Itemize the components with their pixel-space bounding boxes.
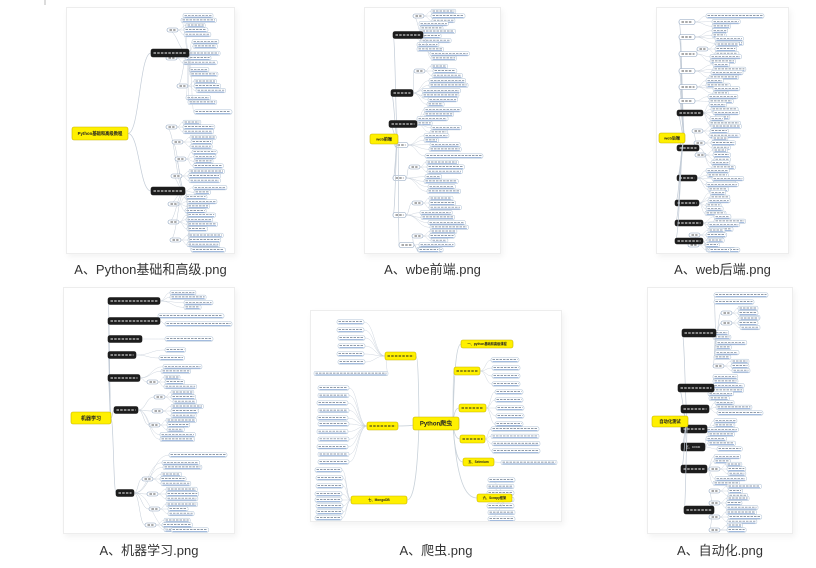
svg-text:七、MongoDB: 七、MongoDB — [368, 497, 390, 502]
mindmap-python-basics-image: Python基础和高级教程 — [66, 7, 235, 254]
svg-text:web前端: web前端 — [375, 135, 392, 141]
stray-mark — [44, 0, 46, 5]
svg-text:机器学习: 机器学习 — [80, 415, 101, 422]
mindmap-machine-learning-image: 机器学习 — [63, 287, 235, 534]
figure-python-basics[interactable]: Python基础和高级教程 A、Python基础和高级.png — [66, 7, 235, 277]
mindmap-web-backend-image: web后端 — [656, 7, 789, 254]
caption-machine-learning: A、机器学习.png — [99, 543, 199, 558]
svg-text:五、Selenium: 五、Selenium — [468, 459, 489, 464]
figure-automation[interactable]: 五、CI/CD 自动化测试 A、自动化.png — [647, 287, 793, 558]
svg-text:Python爬虫: Python爬虫 — [420, 420, 452, 428]
figure-machine-learning[interactable]: 机器学习 A、机器学习.png — [63, 287, 235, 558]
mindmap-web-frontend-image: web前端 — [364, 7, 501, 254]
caption-web-backend: A、web后端.png — [674, 262, 771, 277]
caption-web-frontend: A、wbe前端.png — [384, 262, 481, 277]
svg-text:自动化测试: 自动化测试 — [659, 418, 681, 425]
caption-python-basics: A、Python基础和高级.png — [74, 262, 227, 277]
svg-text:六、Scrapy框架: 六、Scrapy框架 — [483, 495, 507, 500]
svg-text:一、python基础和高级课程: 一、python基础和高级课程 — [467, 341, 507, 346]
caption-spider: A、爬虫.png — [399, 543, 473, 558]
svg-text:web后端: web后端 — [663, 134, 680, 140]
figure-web-backend[interactable]: web后端 A、web后端.png — [656, 7, 789, 277]
caption-automation: A、自动化.png — [677, 543, 763, 558]
figure-web-frontend[interactable]: web前端 A、wbe前端.png — [364, 7, 501, 277]
mindmap-automation-image: 五、CI/CD 自动化测试 — [647, 287, 793, 534]
svg-text:Python基础和高级教程: Python基础和高级教程 — [78, 130, 123, 137]
figure-spider[interactable]: 一、python基础和高级课程 五、Selenium 六、Scrapy框架 七、Mon… — [310, 310, 562, 558]
svg-text:五、CI/CD: 五、CI/CD — [686, 445, 701, 449]
